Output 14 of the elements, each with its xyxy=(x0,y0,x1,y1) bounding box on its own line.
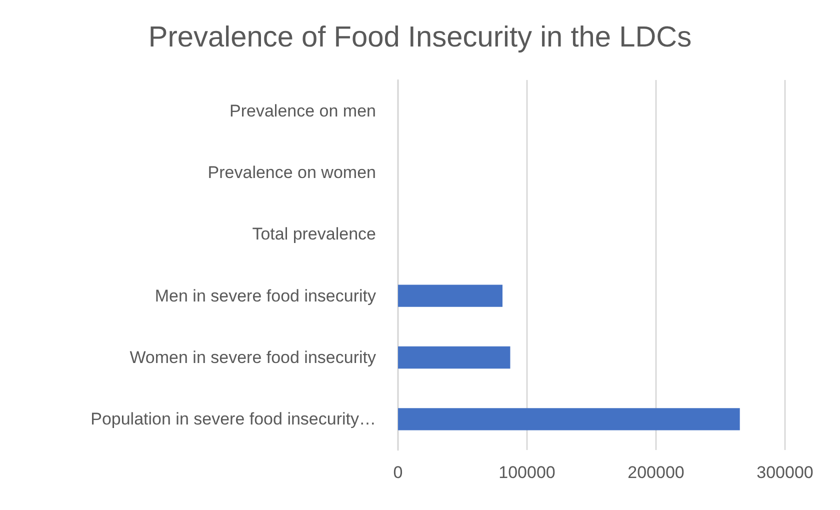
y-tick-label: Women in severe food insecurity xyxy=(130,348,376,367)
y-tick-label: Population in severe food insecurity… xyxy=(90,410,376,429)
x-tick-label: 100000 xyxy=(498,463,556,482)
x-tick-label: 0 xyxy=(393,463,403,482)
bar xyxy=(398,284,502,307)
y-tick-label: Men in severe food insecurity xyxy=(154,286,376,306)
bar xyxy=(398,346,510,369)
y-tick-label: Prevalence on men xyxy=(230,101,376,120)
x-tick-label: 300000 xyxy=(756,463,814,482)
y-tick-label: Prevalence on women xyxy=(208,163,376,182)
bar xyxy=(398,408,740,430)
chart-title: Prevalence of Food Insecurity in the LDCs xyxy=(148,22,692,54)
y-tick-label: Total prevalence xyxy=(252,224,376,244)
x-tick-label: 200000 xyxy=(628,463,684,482)
